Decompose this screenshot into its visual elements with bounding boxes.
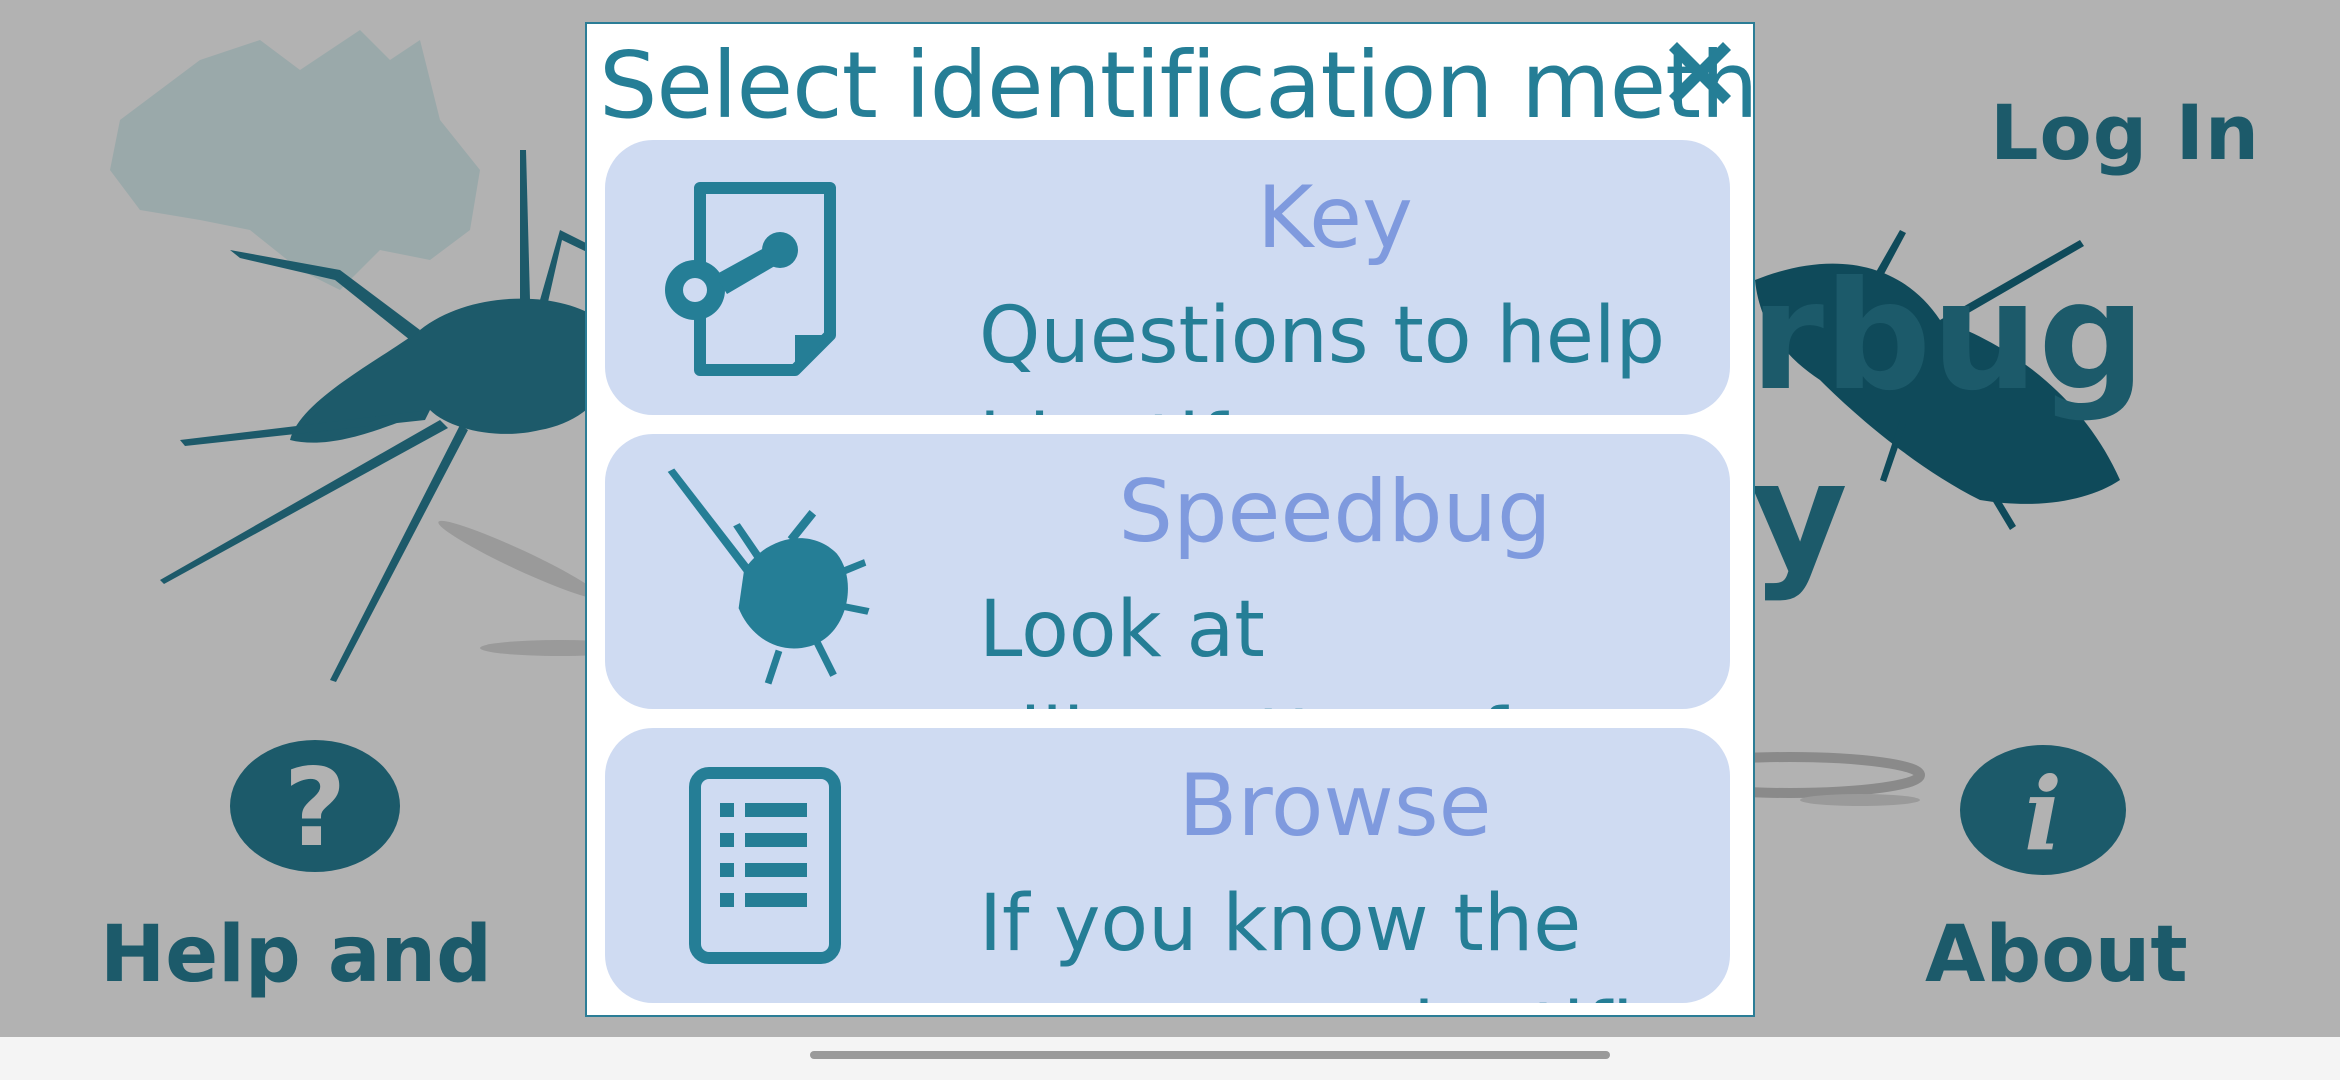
right-insect-body: [1755, 263, 2120, 504]
close-button[interactable]: [1655, 28, 1745, 118]
key-document-icon: [665, 182, 836, 376]
option-speedbug-description: Look at silhouettes of waterbugs to: [979, 585, 1507, 709]
option-speedbug-title: Speedbug: [1118, 462, 1552, 562]
help-button[interactable]: ?: [230, 740, 400, 872]
app-title-fragment-2: y: [1750, 430, 1848, 604]
waterbug-artwork: [110, 30, 2120, 806]
australia-map-shape: [110, 30, 480, 290]
system-navigation-bar: [0, 1037, 2340, 1080]
option-speedbug[interactable]: Speedbug Look at silhouettes of waterbug…: [605, 434, 1730, 709]
dialog-title: Select identification method: [599, 32, 1755, 139]
option-browse-title: Browse: [1178, 756, 1492, 856]
question-mark-icon: ?: [283, 746, 347, 871]
close-icon: [1669, 42, 1731, 104]
app-title-fragment: rbug: [1750, 250, 2146, 424]
waterbug-silhouette-icon: [667, 468, 870, 685]
gesture-handle[interactable]: [810, 1051, 1610, 1059]
about-button[interactable]: i: [1960, 745, 2126, 875]
option-browse[interactable]: Browse If you know the name or scientifi…: [605, 728, 1730, 1003]
option-key-title: Key: [1257, 168, 1413, 268]
insect-shadow: [438, 520, 602, 600]
left-insect-body: [290, 298, 617, 443]
about-label: About: [1925, 910, 2188, 1000]
help-label: Help and: [100, 910, 492, 1000]
option-key-description: Questions to help identify your: [979, 291, 1666, 415]
list-document-icon: [689, 767, 841, 964]
info-icon: i: [2024, 755, 2062, 873]
log-in-button[interactable]: Log In: [1990, 88, 2260, 177]
option-key[interactable]: Key Questions to help identify your: [605, 140, 1730, 415]
option-browse-description: If you know the name or scientific: [979, 879, 1676, 1003]
identification-method-dialog: Select identification method Key Questio…: [585, 22, 1755, 1017]
